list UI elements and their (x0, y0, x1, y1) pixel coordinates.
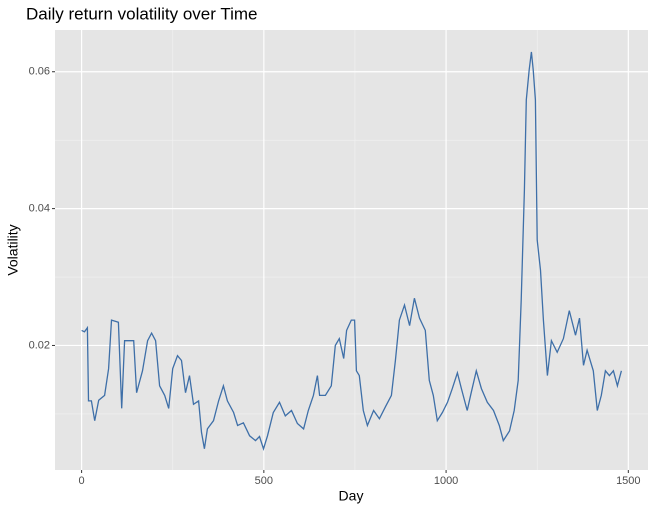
y-axis-title: Volatility (5, 224, 21, 275)
y-tick-label: 0.02 (29, 339, 50, 351)
y-tick-label: 0.04 (29, 203, 50, 215)
chart-title: Daily return volatility over Time (26, 4, 257, 23)
line (81, 51, 623, 451)
panel (55, 30, 648, 470)
x-tick-label: 1000 (434, 475, 458, 487)
x-tick-label: 500 (255, 475, 273, 487)
x-axis-title: Day (339, 488, 364, 504)
x-tick-label: 1500 (616, 475, 640, 487)
y-tick-label: 0.06 (29, 66, 50, 78)
x-tick-label: 0 (79, 475, 85, 487)
